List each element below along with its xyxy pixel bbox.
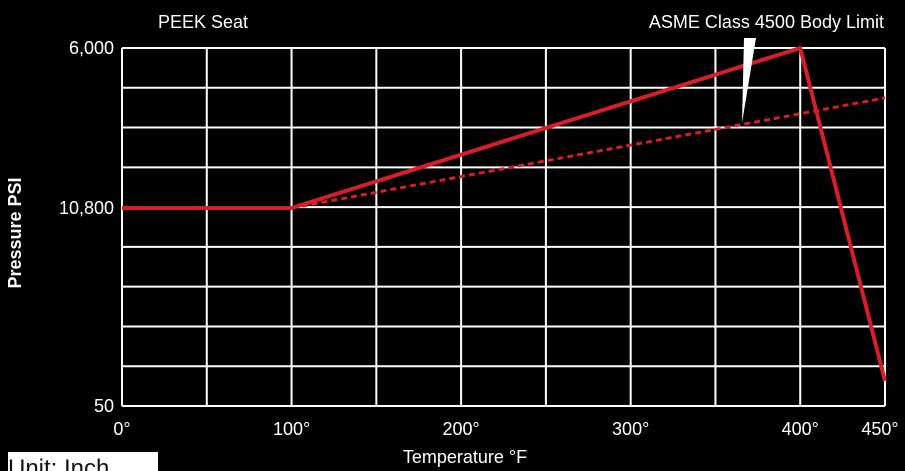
x-axis-label: Temperature °F: [403, 447, 527, 467]
series-line-peek-seat: [122, 46, 887, 382]
label-pointer: [742, 38, 756, 123]
unit-note: Unit: Inch: [8, 452, 158, 471]
y-tick-label: 6,000: [69, 38, 114, 58]
x-tick-label: 300°: [612, 419, 649, 439]
grid: [121, 47, 886, 407]
series-labels: PEEK Seat ASME Class 4500 Body Limit: [158, 12, 884, 123]
series-lines: [122, 46, 887, 382]
y-axis-label: Pressure PSI: [5, 177, 25, 288]
series-label-peek-seat: PEEK Seat: [158, 12, 248, 32]
x-tick-label: 200°: [442, 419, 479, 439]
y-tick-label: 10,800: [59, 198, 114, 218]
x-tick-label: 0°: [113, 419, 130, 439]
x-tick-label: 450°: [861, 419, 898, 439]
x-tick-label: 100°: [273, 419, 310, 439]
series-label-asme-limit: ASME Class 4500 Body Limit: [649, 12, 884, 32]
tick-labels: 0° 100° 200° 300° 400° 450° 10,800 6,000 50: [59, 38, 899, 439]
x-tick-label: 400°: [782, 419, 819, 439]
series-line-asme-limit: [122, 96, 886, 210]
y-tick-label: 50: [94, 396, 114, 416]
